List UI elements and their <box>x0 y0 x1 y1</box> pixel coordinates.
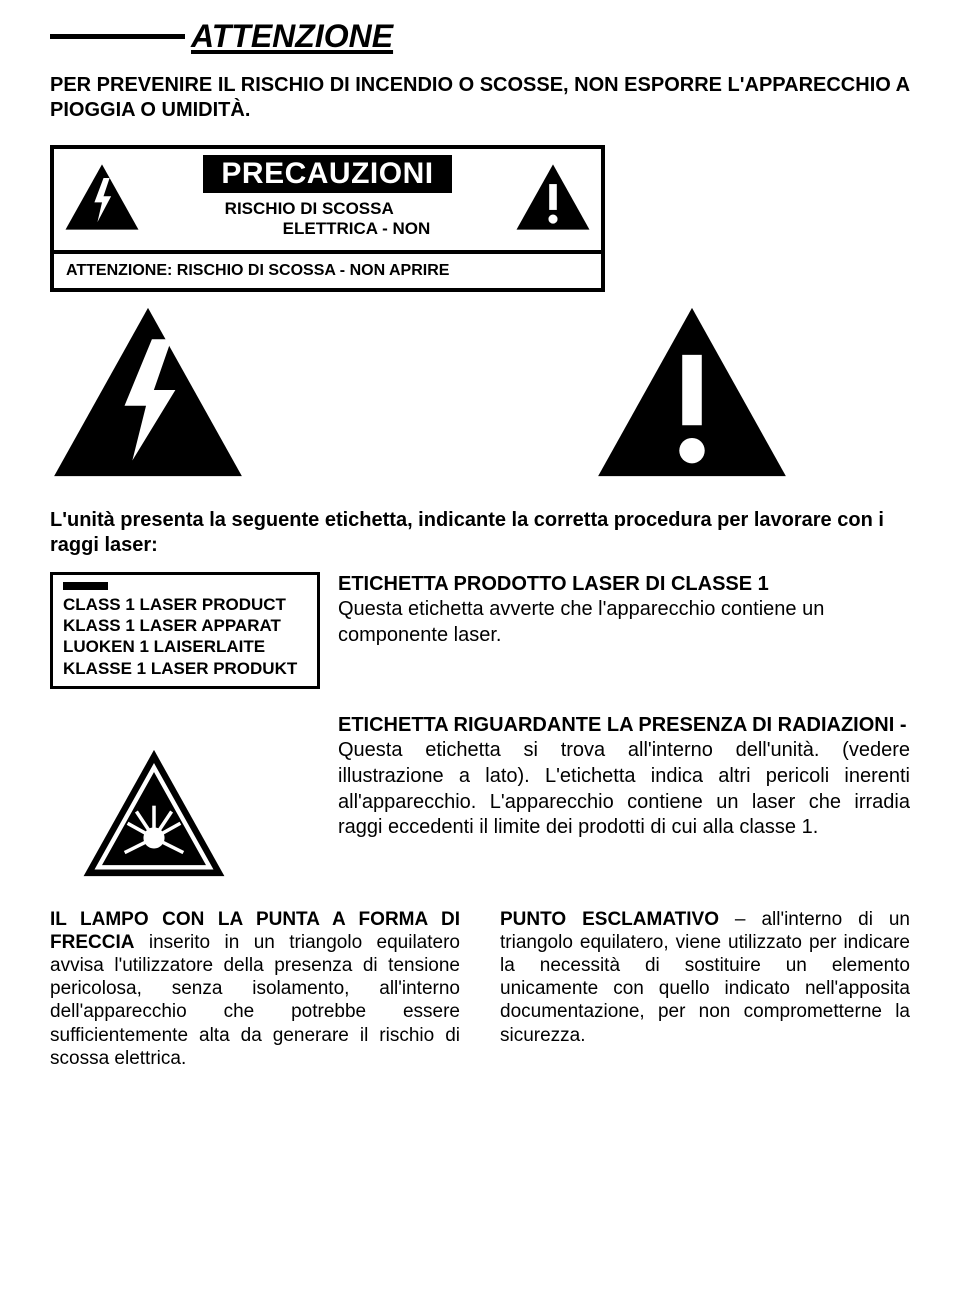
intro-paragraph: PER PREVENIRE IL RISCHIO DI INCENDIO O S… <box>50 73 910 123</box>
laser-line-3: LUOKEN 1 LAISERLAITE <box>63 636 307 657</box>
laser-radiation-triangle-icon <box>80 747 228 879</box>
sec1-heading: ETICHETTA PRODOTTO LASER DI CLASSE 1 <box>338 573 769 595</box>
precaution-sub1: RISCHIO DI SCOSSA <box>225 199 394 218</box>
laser-line-1: CLASS 1 LASER PRODUCT <box>63 594 307 615</box>
precaution-subtext: RISCHIO DI SCOSSA ELETTRICA - NON <box>219 199 437 240</box>
large-triangle-row <box>50 304 790 480</box>
title-row: ATTENZIONE <box>50 18 910 55</box>
bottom-columns: IL LAMPO CON LA PUNTA A FORMA DI FRECCIA… <box>50 908 910 1070</box>
title-bar <box>50 34 185 39</box>
precaution-upper: PRECAUZIONI RISCHIO DI SCOSSA ELETTRICA … <box>54 149 601 250</box>
precaution-sub2: ELETTRICA - NON <box>225 219 431 239</box>
precaution-box: PRECAUZIONI RISCHIO DI SCOSSA ELETTRICA … <box>50 145 605 292</box>
exclamation-triangle-large-icon <box>594 304 790 480</box>
laser-label-box-wrap: CLASS 1 LASER PRODUCT KLASS 1 LASER APPA… <box>50 572 330 689</box>
laser-label-box: CLASS 1 LASER PRODUCT KLASS 1 LASER APPA… <box>50 572 320 689</box>
laser-lines: CLASS 1 LASER PRODUCT KLASS 1 LASER APPA… <box>63 594 307 679</box>
laser-section-1: CLASS 1 LASER PRODUCT KLASS 1 LASER APPA… <box>50 572 910 689</box>
sec1-body: Questa etichetta avverte che l'apparecch… <box>338 598 824 646</box>
laser-section-2: ETICHETTA RIGUARDANTE LA PRESENZA DI RAD… <box>50 713 910 884</box>
lightning-triangle-icon <box>64 162 140 232</box>
bottom-left: IL LAMPO CON LA PUNTA A FORMA DI FRECCIA… <box>50 908 460 1070</box>
lightning-triangle-large-icon <box>50 304 246 480</box>
exclamation-triangle-icon <box>515 162 591 232</box>
precaution-header: PRECAUZIONI <box>203 155 451 193</box>
precaution-center: PRECAUZIONI RISCHIO DI SCOSSA ELETTRICA … <box>140 155 515 240</box>
page-title: ATTENZIONE <box>191 18 393 55</box>
sec1-text: ETICHETTA PRODOTTO LASER DI CLASSE 1 Que… <box>330 572 910 689</box>
precaution-lower: ATTENZIONE: RISCHIO DI SCOSSA - NON APRI… <box>54 250 601 288</box>
laser-line-4: KLASSE 1 LASER PRODUKT <box>63 658 307 679</box>
radiation-triangle-wrap <box>50 713 330 884</box>
sec2-heading: ETICHETTA RIGUARDANTE LA PRESENZA DI RAD… <box>338 714 907 736</box>
sec2-body: Questa etichetta si trova all'interno de… <box>338 738 910 840</box>
bottom-right: PUNTO ESCLAMATIVO – all'interno di un tr… <box>500 908 910 1070</box>
sec2-text: ETICHETTA RIGUARDANTE LA PRESENZA DI RAD… <box>330 713 910 884</box>
bottom-right-lead: PUNTO ESCLAMATIVO <box>500 909 719 930</box>
laser-line-2: KLASS 1 LASER APPARAT <box>63 615 307 636</box>
laser-box-bar <box>63 582 108 590</box>
laser-intro: L'unità presenta la seguente etichetta, … <box>50 508 910 558</box>
